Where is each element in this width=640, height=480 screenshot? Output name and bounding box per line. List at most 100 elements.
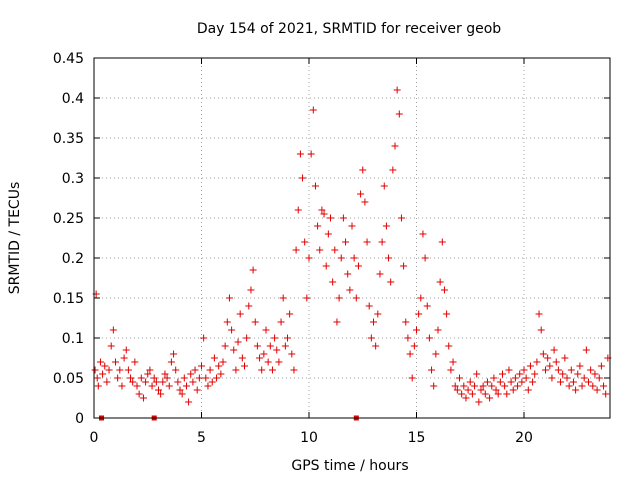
data-point [346, 286, 354, 294]
data-point [546, 362, 554, 370]
data-point [273, 346, 281, 354]
data-point [464, 386, 472, 394]
x-tick-label: 5 [197, 430, 206, 446]
data-point [189, 378, 197, 386]
data-point [279, 294, 287, 302]
data-point [365, 302, 373, 310]
data-point [503, 390, 511, 398]
data-point [496, 378, 504, 386]
data-point [290, 366, 298, 374]
data-point [350, 254, 358, 262]
data-point [103, 378, 111, 386]
data-point [387, 278, 395, 286]
data-point [423, 302, 431, 310]
data-point [548, 374, 556, 382]
data-point [372, 342, 380, 350]
data-point [339, 214, 347, 222]
data-point [245, 302, 253, 310]
data-point [322, 262, 330, 270]
data-point [402, 318, 410, 326]
data-point [331, 246, 339, 254]
data-point [320, 210, 328, 218]
data-point [159, 378, 167, 386]
data-point [335, 294, 343, 302]
data-point [219, 358, 227, 366]
data-point [135, 390, 143, 398]
data-point [354, 262, 362, 270]
data-point [311, 182, 319, 190]
data-point [264, 358, 272, 366]
data-point [447, 366, 455, 374]
data-point [301, 238, 309, 246]
data-point [286, 310, 294, 318]
data-point [271, 334, 279, 342]
data-point [142, 378, 150, 386]
plot-frame [93, 57, 611, 419]
data-point [456, 374, 463, 382]
data-point [296, 150, 304, 158]
y-axis-label: SRMTID / TECUs [7, 182, 23, 295]
data-point [415, 310, 423, 318]
data-point [600, 382, 608, 390]
data-point [195, 374, 203, 382]
data-point [96, 358, 104, 366]
data-point [324, 230, 332, 238]
data-point [589, 382, 597, 390]
data-point [557, 378, 565, 386]
data-point [307, 150, 315, 158]
data-point [391, 142, 399, 150]
data-point [118, 382, 126, 390]
data-point [215, 362, 223, 370]
data-point [473, 370, 481, 378]
data-point [213, 374, 221, 382]
data-point [436, 278, 444, 286]
data-point [374, 310, 382, 318]
data-point [443, 310, 451, 318]
data-point [522, 374, 530, 382]
data-point [133, 382, 141, 390]
data-point [230, 346, 238, 354]
data-point [591, 370, 599, 378]
y-tick-label: 0.15 [53, 291, 84, 307]
data-point [509, 386, 517, 394]
x-tick-label: 20 [515, 430, 533, 446]
data-point [421, 254, 429, 262]
data-point [413, 326, 420, 334]
y-tick-label: 0.4 [62, 91, 84, 107]
data-point [127, 374, 135, 382]
grid [94, 58, 610, 418]
y-tick-label: 0.35 [53, 131, 84, 147]
data-point [438, 238, 446, 246]
data-point [217, 370, 225, 378]
data-point [410, 342, 418, 350]
data-point [400, 262, 408, 270]
data-point [251, 318, 259, 326]
y-tick-label: 0.1 [62, 331, 84, 347]
data-point [389, 166, 397, 174]
data-point [305, 254, 313, 262]
data-point [539, 350, 547, 358]
data-point [236, 310, 244, 318]
data-point [93, 374, 101, 382]
data-point [511, 374, 519, 382]
data-point [554, 366, 562, 374]
data-point [537, 326, 545, 334]
data-point [249, 266, 257, 274]
data-point [574, 370, 582, 378]
data-point [382, 222, 390, 230]
data-point [567, 366, 575, 374]
data-point [253, 342, 261, 350]
data-point [370, 318, 377, 326]
data-point [204, 382, 212, 390]
data-point [112, 358, 119, 366]
data-point [124, 366, 132, 374]
data-point [561, 354, 569, 362]
data-point [378, 238, 386, 246]
data-point [367, 334, 375, 342]
data-point [174, 378, 182, 386]
data-point [258, 366, 266, 374]
data-point [180, 374, 188, 382]
x-tick-label: 0 [90, 430, 99, 446]
data-point [460, 382, 468, 390]
